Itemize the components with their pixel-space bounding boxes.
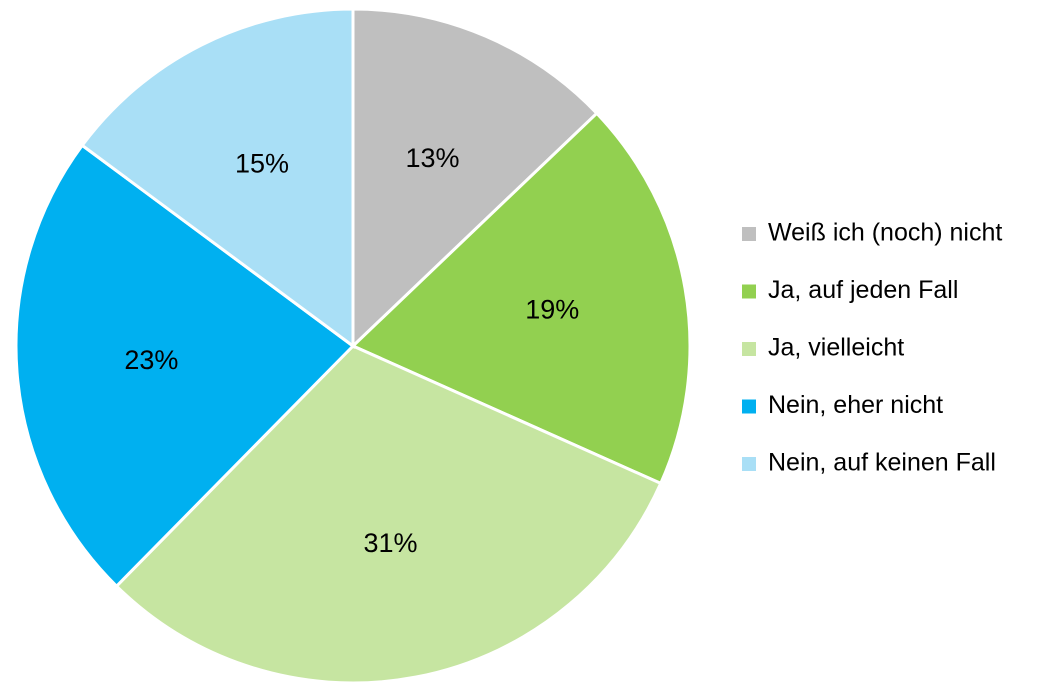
legend-swatch (742, 342, 756, 356)
pie-slice (14, 143, 356, 589)
pie-slice (114, 344, 663, 685)
data-label: 15% (235, 149, 289, 179)
legend-swatch (742, 457, 756, 471)
pie-slice (350, 111, 692, 486)
data-label: 13% (406, 143, 460, 173)
pie-slice (351, 7, 599, 350)
legend-label: Ja, auf jeden Fall (768, 276, 958, 304)
legend-label: Nein, auf keinen Fall (768, 449, 996, 477)
legend-swatch (742, 399, 756, 414)
legend-label: Ja, vielleicht (768, 334, 904, 362)
data-label: 23% (124, 345, 178, 375)
data-label: 19% (525, 295, 579, 325)
legend-swatch (742, 284, 756, 299)
legend-swatch (742, 227, 756, 241)
data-label: 31% (363, 528, 417, 558)
pie-slice (80, 7, 355, 349)
legend-label: Weiß ich (noch) nicht (768, 219, 1002, 247)
legend-label: Nein, eher nicht (768, 391, 943, 419)
